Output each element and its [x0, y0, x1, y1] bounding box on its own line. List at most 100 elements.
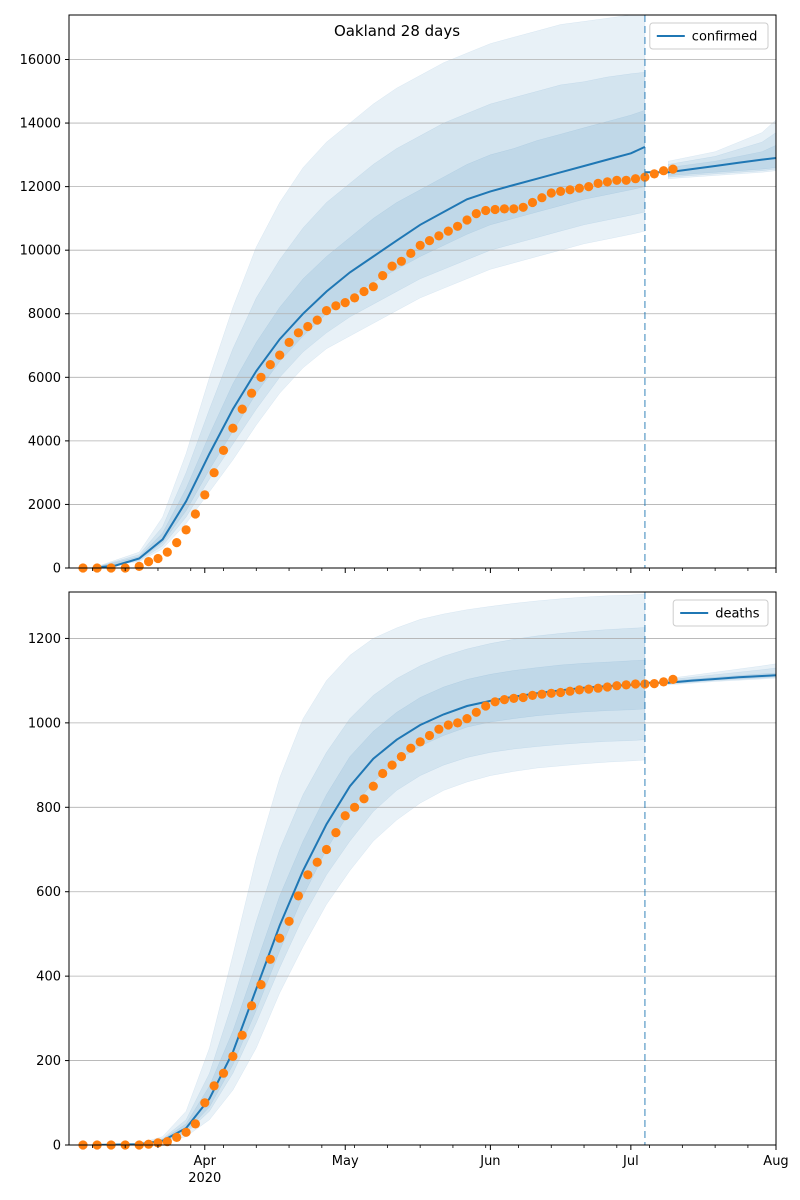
observed-point — [527, 690, 538, 701]
y-tick-label: 1200 — [28, 632, 61, 647]
observed-point — [593, 683, 603, 693]
confirmed-legend: confirmed — [649, 22, 769, 50]
observed-point — [602, 682, 613, 692]
observed-point — [621, 680, 631, 690]
y-tick-label: 4000 — [28, 434, 61, 449]
x-tick-label: Jun — [479, 1154, 500, 1169]
observed-point — [368, 282, 378, 292]
observed-point — [228, 1051, 238, 1061]
observed-point — [556, 687, 566, 698]
y-tick-label: 2000 — [28, 498, 61, 513]
observed-point — [265, 954, 275, 964]
observed-point — [275, 350, 285, 360]
observed-point — [144, 557, 154, 567]
y-tick-label: 6000 — [28, 371, 61, 386]
observed-point — [406, 248, 416, 258]
y-tick-label: 1000 — [28, 716, 61, 731]
observed-point — [256, 980, 266, 990]
observed-point — [499, 695, 509, 705]
observed-point — [424, 236, 435, 246]
observed-point — [350, 802, 360, 812]
observed-point — [668, 674, 678, 685]
observed-point — [406, 743, 416, 753]
observed-point — [218, 1068, 229, 1078]
observed-point — [387, 760, 397, 770]
observed-point — [565, 686, 575, 696]
observed-point — [556, 186, 566, 196]
observed-point — [630, 174, 641, 184]
observed-point — [378, 768, 388, 779]
confirmed-x-axis — [92, 568, 777, 573]
observed-point — [415, 737, 425, 747]
observed-point — [312, 315, 322, 325]
x-tick-label: May — [332, 1154, 359, 1169]
observed-point — [162, 547, 172, 557]
observed-point — [181, 1127, 191, 1137]
observed-point — [527, 197, 538, 208]
observed-point — [584, 182, 594, 192]
observed-point — [462, 215, 472, 225]
x-tick-label: Aug — [763, 1154, 788, 1169]
observed-point — [509, 204, 519, 214]
observed-point — [584, 684, 594, 694]
observed-point — [434, 724, 444, 734]
observed-point — [237, 404, 247, 414]
y-tick-label: 600 — [36, 885, 61, 900]
y-tick-label: 10000 — [20, 244, 61, 259]
observed-point — [640, 172, 650, 182]
y-tick-label: 14000 — [20, 117, 61, 132]
observed-point — [537, 193, 547, 203]
y-tick-label: 200 — [36, 1054, 61, 1069]
observed-point — [546, 188, 556, 198]
observed-point — [190, 1119, 200, 1129]
observed-point — [481, 701, 491, 711]
observed-point — [630, 679, 641, 689]
observed-point — [612, 175, 622, 185]
y-tick-label: 16000 — [20, 53, 61, 68]
observed-point — [172, 1132, 182, 1142]
observed-point — [612, 681, 622, 691]
observed-point — [218, 445, 229, 455]
observed-point — [331, 301, 341, 311]
observed-point — [209, 1081, 219, 1091]
observed-point — [228, 423, 238, 433]
observed-point — [574, 183, 585, 193]
observed-point — [303, 870, 313, 880]
deaths-panel: 0 200 400 600 800 1000 1200 Apr 2020 May Jun Jul Au… — [28, 591, 789, 1186]
observed-point — [293, 328, 303, 338]
observed-point — [396, 256, 406, 266]
observed-point — [200, 490, 210, 500]
observed-point — [303, 321, 313, 332]
observed-point — [312, 857, 322, 867]
observed-point — [649, 169, 659, 179]
uncertainty-band-1-fit — [92, 593, 646, 1145]
y-tick-label: 800 — [36, 801, 61, 816]
confirmed-axes-frame — [68, 14, 777, 569]
observed-point — [247, 388, 257, 398]
observed-point — [331, 828, 341, 838]
observed-point — [265, 360, 275, 370]
observed-point — [162, 1137, 172, 1147]
confirmed-observed-points — [78, 164, 678, 573]
observed-point — [321, 844, 332, 855]
observed-point — [144, 1139, 154, 1149]
observed-point — [659, 677, 669, 687]
observed-point — [134, 561, 144, 572]
observed-point — [434, 231, 444, 241]
observed-point — [284, 916, 294, 926]
observed-point — [256, 372, 266, 382]
observed-point — [518, 692, 528, 703]
deaths-axes-frame — [68, 591, 777, 1146]
observed-point — [659, 166, 669, 176]
chart-title: Oakland 28 days — [334, 22, 460, 40]
observed-point — [237, 1030, 247, 1040]
legend-box — [672, 599, 769, 627]
observed-point — [462, 714, 472, 724]
observed-point — [181, 525, 191, 535]
observed-point — [321, 306, 332, 316]
observed-point — [443, 720, 453, 730]
confirmed-panel: 0 2000 4000 6000 8000 10000 12000 14000 16000 Oa… — [20, 14, 777, 577]
observed-point — [340, 298, 350, 308]
observed-point — [471, 707, 481, 717]
observed-point — [247, 1001, 257, 1011]
